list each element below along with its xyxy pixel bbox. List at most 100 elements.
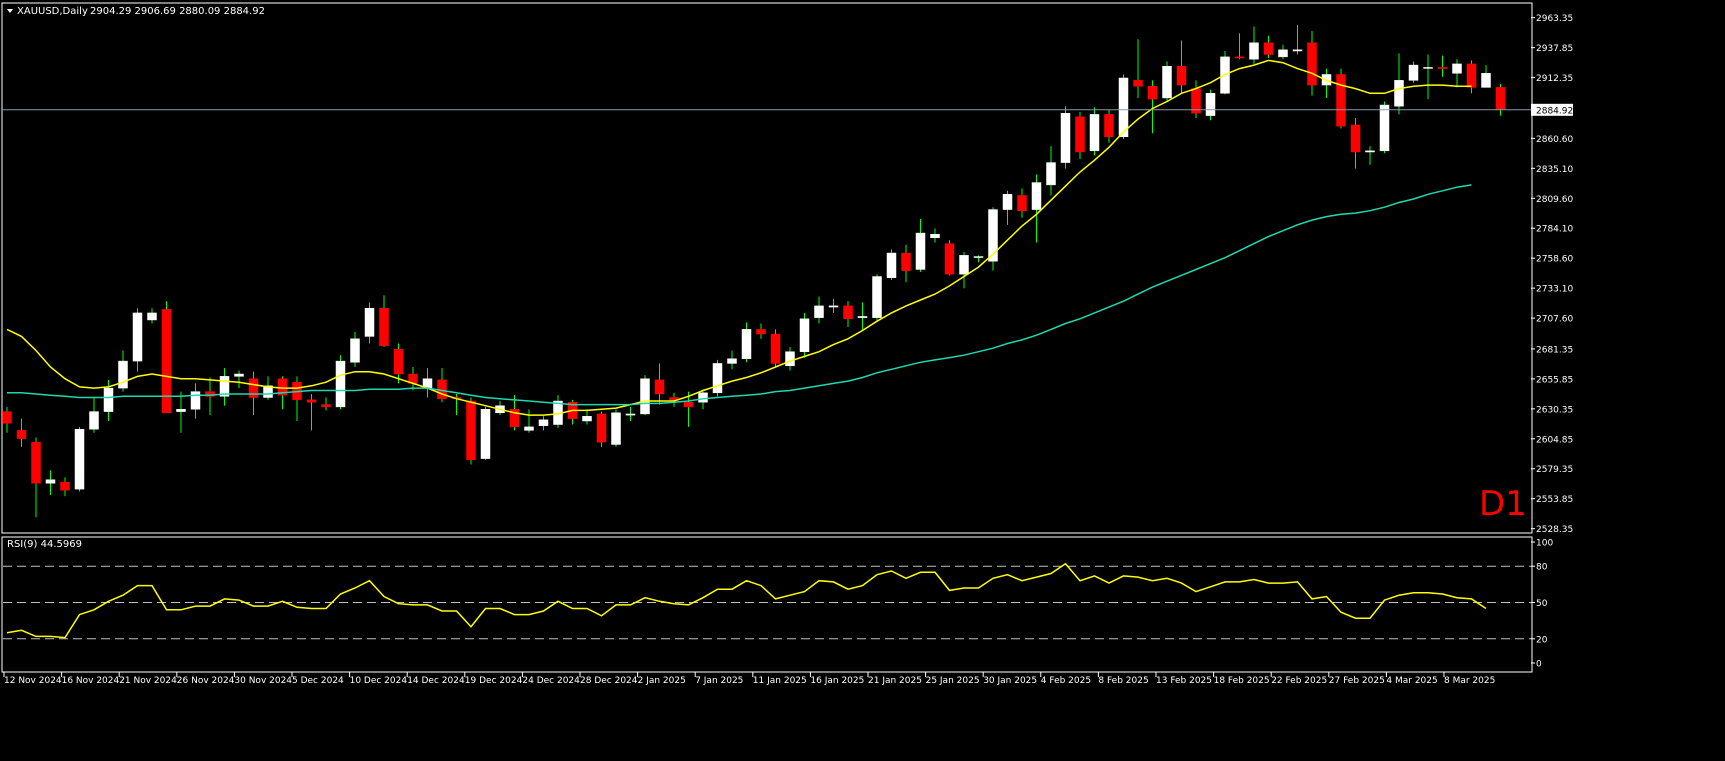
time-axis: 12 Nov 2024 16 Nov 2024 21 Nov 2024 26 Nov …	[3, 672, 1495, 686]
candle-bull	[857, 316, 868, 318]
candle-bear	[770, 333, 781, 364]
price-tick-label: 2733.10	[1536, 285, 1573, 295]
candle-bull	[712, 363, 723, 394]
candle-bull	[480, 409, 491, 459]
candle-bear	[1437, 67, 1448, 69]
candles-layer	[2, 25, 1506, 518]
time-tick-label: 21 Jan 2025	[868, 676, 922, 686]
candle-bear	[321, 404, 331, 408]
time-tick-label: 8 Mar 2025	[1444, 676, 1495, 686]
candle-bear	[669, 397, 679, 401]
candle-bull	[364, 307, 375, 337]
candle-bull	[611, 412, 621, 445]
candle-bull	[930, 233, 940, 239]
price-tick-label: 2835.10	[1536, 165, 1573, 175]
candle-bull	[886, 252, 897, 278]
candle-bear	[1104, 114, 1114, 137]
candle-bull	[872, 276, 882, 318]
candle-bull	[1089, 114, 1100, 152]
main-panel-frame	[1, 2, 1533, 534]
candle-bull	[1118, 77, 1129, 137]
candle-bull	[74, 428, 85, 490]
candle-bull	[524, 426, 534, 431]
candle-bear	[683, 401, 694, 408]
rsi-layer: 100 80 50 20 0	[3, 539, 1553, 670]
rsi-line	[6, 562, 1487, 639]
time-tick-label: 26 Nov 2024	[177, 676, 235, 686]
time-tick-label: 16 Jan 2025	[810, 676, 864, 686]
moving-averages-layer	[6, 59, 1472, 416]
candle-bull	[350, 338, 360, 363]
candle-bull	[1481, 73, 1491, 88]
candle-bull	[190, 391, 201, 410]
candle-bear	[1234, 56, 1245, 59]
candle-bear	[1307, 42, 1317, 86]
candle-bull	[741, 329, 752, 359]
price-tick-label: 2963.35	[1536, 14, 1573, 24]
price-tick-label: 2630.35	[1536, 405, 1573, 415]
time-tick-label: 30 Jan 2025	[983, 676, 1037, 686]
candle-bear	[1017, 195, 1027, 211]
time-tick-label: 12 Nov 2024	[4, 676, 62, 686]
time-tick-label: 4 Feb 2025	[1041, 676, 1091, 686]
candle-bear	[31, 441, 41, 484]
candle-bear	[654, 379, 665, 395]
candle-bear	[1075, 116, 1085, 153]
price-tick-label: 2528.35	[1536, 525, 1573, 535]
rsi-label: RSI(9) 44.5969	[7, 539, 82, 550]
candle-bear	[1466, 63, 1477, 88]
candle-bull	[1002, 194, 1013, 210]
price-tick-label: 2784.10	[1536, 225, 1573, 235]
rsi-panel-frame	[1, 536, 1533, 673]
time-tick-label: 5 Dec 2024	[292, 676, 344, 686]
candle-bull	[1060, 112, 1071, 163]
candle-bull	[1408, 64, 1419, 81]
candle-bull	[1394, 80, 1404, 107]
candle-bull	[1046, 162, 1056, 186]
candle-bear	[843, 305, 853, 320]
symbol-menu-triangle-icon[interactable]	[7, 9, 13, 13]
candle-bull	[538, 419, 549, 426]
candle-bear	[306, 399, 317, 403]
time-tick-label: 14 Dec 2024	[407, 676, 465, 686]
rsi-tick-label: 100	[1536, 539, 1553, 549]
price-tick-label: 2579.35	[1536, 465, 1573, 475]
price-tick-label: 2809.60	[1536, 195, 1573, 205]
time-tick-label: 28 Dec 2024	[580, 676, 638, 686]
rsi-tick-label: 50	[1536, 599, 1548, 609]
price-tick-label: 2604.85	[1536, 435, 1573, 445]
candle-bull	[263, 385, 273, 398]
candle-bear	[2, 411, 12, 424]
candle-bull	[698, 392, 708, 403]
time-tick-label: 16 Nov 2024	[62, 676, 120, 686]
candle-bull	[219, 376, 230, 397]
candle-bear	[205, 391, 215, 397]
candle-bear	[1133, 80, 1143, 87]
candle-bull	[814, 305, 824, 318]
candle-bull	[1031, 182, 1042, 210]
candle-bull	[147, 312, 157, 321]
candle-bull	[132, 312, 143, 362]
candle-bull	[335, 360, 346, 408]
price-tick-label: 2553.85	[1536, 495, 1573, 505]
price-tick-label: 2655.85	[1536, 375, 1573, 385]
current-price-line-layer: 2884.92	[2, 103, 1573, 116]
rsi-tick-label: 80	[1536, 563, 1548, 573]
time-tick-label: 21 Nov 2024	[119, 676, 177, 686]
candle-bull	[1379, 104, 1390, 152]
candle-bear	[16, 430, 27, 439]
price-tick-label: 2912.35	[1536, 74, 1573, 84]
ohlc-readout: 2904.29 2906.69 2880.09 2884.92	[90, 6, 265, 17]
price-tick-label: 2681.35	[1536, 345, 1573, 355]
time-tick-label: 4 Mar 2025	[1386, 676, 1437, 686]
time-tick-label: 30 Nov 2024	[234, 676, 292, 686]
time-tick-label: 7 Jan 2025	[695, 676, 743, 686]
time-tick-label: 25 Jan 2025	[926, 676, 980, 686]
symbol-label: XAUUSD,Daily	[17, 6, 88, 17]
candle-bull	[1292, 49, 1303, 52]
price-axis: 2963.35 2937.85 2912.35 2860.60 2835.10 2809.…	[1531, 14, 1573, 535]
candle-bull	[727, 358, 737, 364]
